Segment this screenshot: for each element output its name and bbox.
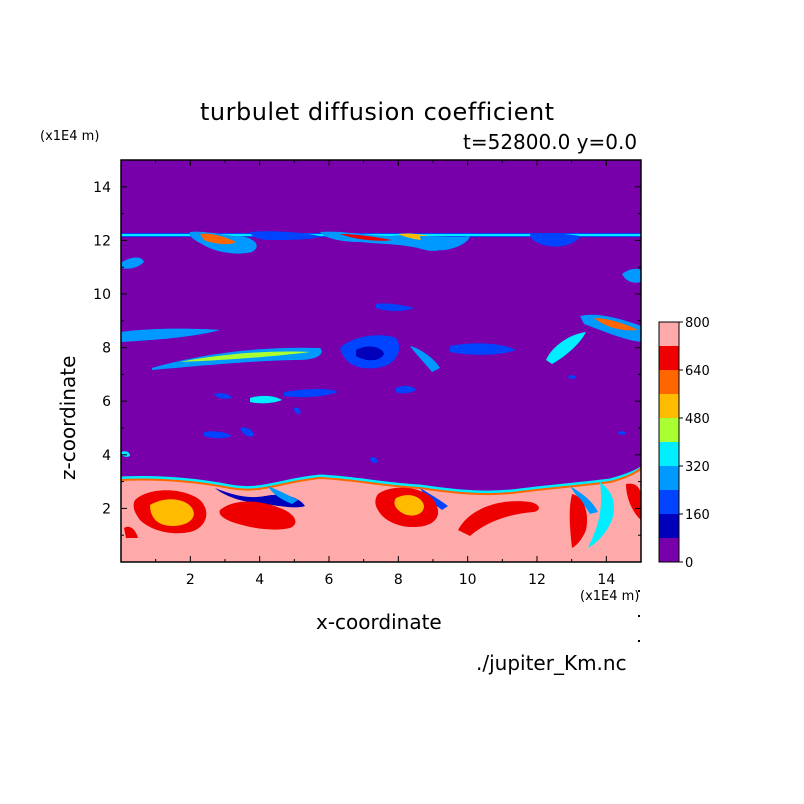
top-blob [250,231,320,240]
mid-streak [370,457,378,463]
colorbar-frame [658,321,680,563]
mid-streak [594,318,638,331]
x-axis-label: x-coordinate [316,610,442,634]
y-tick-label: 4 [102,448,111,464]
colorbar-tick-label: 320 [685,460,710,475]
colorbar-tick-label: 480 [685,412,710,427]
x-tick-label: 4 [255,572,264,588]
colorbar-segment [659,418,679,442]
bottom-blob [626,483,641,520]
plot-frame [120,159,642,563]
stray-dot [638,590,640,592]
top-blob [622,268,641,283]
colorbar-segment [659,394,679,418]
mid-streak [121,451,130,457]
x-tick-label: 10 [459,572,477,588]
bottom-plume [268,486,298,504]
contour-field [120,160,642,562]
stray-dot [638,615,640,617]
bottom-boundary-orange [120,467,642,496]
colorbar-tick-label: 0 [685,556,693,571]
mid-streak [580,314,641,342]
mid-streak [546,332,586,364]
bottom-layer [121,470,641,562]
axis-ticks: 2 4 6 8 10 12 14 2 4 6 8 10 12 14 [93,160,641,588]
y-tick-label: 8 [102,341,111,357]
mid-streak [180,351,310,362]
bottom-blob [394,495,424,516]
colorbar-segment [659,442,679,466]
top-blob [200,233,236,245]
bottom-plume [570,486,598,514]
mid-streak [618,431,626,435]
top-blob [530,233,580,247]
mid-streak [240,427,254,437]
stray-dot [638,640,640,642]
colorbar-segment [659,322,679,346]
x-tick-label: 12 [528,572,546,588]
bottom-blob [124,526,138,538]
y-tick-label: 14 [93,180,111,196]
colorbar-segment [659,466,679,490]
top-blob [420,236,470,251]
bottom-plume [420,488,448,510]
mid-streak [204,431,232,439]
y-tick-label: 2 [102,501,111,517]
y-tick-label: 10 [93,287,111,303]
mid-streak [294,407,301,414]
y-axis-unit: (x1E4 m) [40,129,100,144]
colorbar-segment [659,490,679,514]
top-boundary-core [121,234,641,237]
colorbar-tick-label: 160 [685,508,710,523]
x-tick-label: 2 [186,572,195,588]
y-tick-label: 12 [93,233,111,249]
colorbar-segment [659,346,679,370]
mid-streak [396,385,416,394]
y-tick-label: 6 [102,394,111,410]
mid-streak [356,346,384,361]
top-blob [122,257,144,269]
mid-streak [214,393,232,399]
mid-streak [568,375,576,379]
bottom-plume [215,488,305,508]
top-blob [340,234,392,241]
x-tick-label: 8 [394,572,403,588]
bottom-blob [219,501,296,530]
mid-streak [121,328,220,342]
bottom-plume [588,482,615,548]
mid-streak [250,395,282,404]
chart-subtitle: t=52800.0 y=0.0 [463,130,638,154]
mid-streak [410,346,440,372]
colorbar-tick-label: 800 [685,316,710,331]
bottom-boundary-cyan [120,466,642,494]
stray-marks [638,590,640,642]
mid-streak [450,343,516,355]
colorbar-segment [659,370,679,394]
mid-streak [284,389,338,398]
x-tick-label: 6 [325,572,334,588]
bottom-blob [569,494,588,548]
bottom-blob [150,499,194,526]
bottom-blob [458,501,539,536]
x-tick-label: 14 [597,572,615,588]
chart-title: turbulet diffusion coefficient [200,98,555,126]
colorbar: 0 160 320 480 640 800 [658,316,710,571]
source-file-label: ./jupiter_Km.nc [476,651,627,675]
x-axis-unit: (x1E4 m) [580,589,640,604]
colorbar-segment [659,538,679,562]
colorbar-tick-label: 640 [685,364,710,379]
mid-streak [376,303,414,311]
colorbar-segment [659,514,679,538]
